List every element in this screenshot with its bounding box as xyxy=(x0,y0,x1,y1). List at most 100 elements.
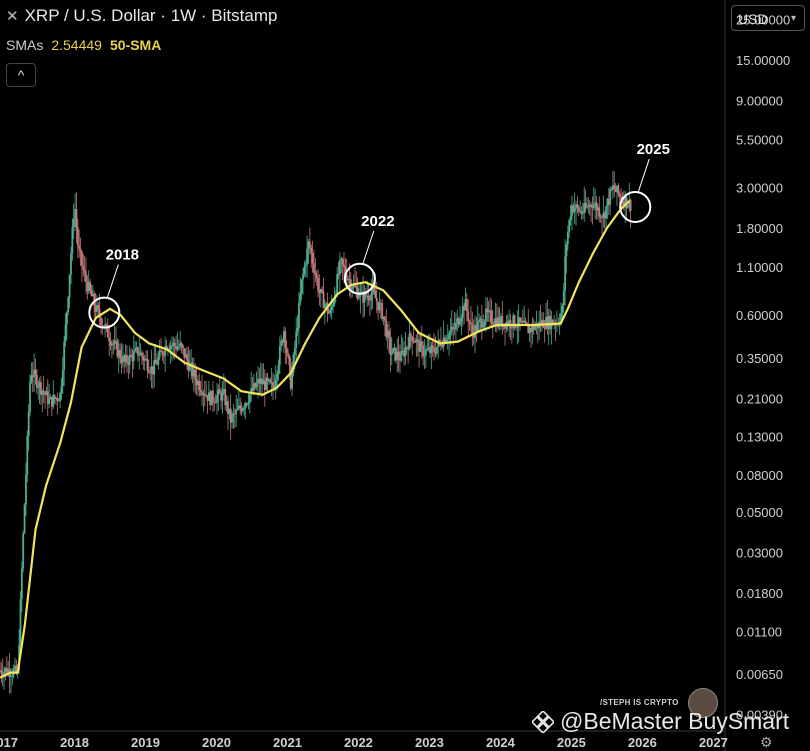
candle-body xyxy=(26,436,29,475)
candle-body xyxy=(590,204,592,207)
candle-body xyxy=(151,366,154,375)
candle-body xyxy=(224,388,227,406)
candle-body xyxy=(268,379,270,382)
candle-body xyxy=(532,324,535,330)
candle-body xyxy=(293,347,296,356)
candle-body xyxy=(265,377,268,390)
candle-body xyxy=(41,390,44,395)
candle-body xyxy=(202,393,205,396)
y-tick-label: 0.01800 xyxy=(736,586,783,601)
candle-body xyxy=(179,343,182,347)
candle-body xyxy=(270,382,273,384)
candle-body xyxy=(471,324,474,333)
candle-body xyxy=(126,354,128,363)
gear-icon[interactable]: ⚙ xyxy=(760,734,773,750)
candle-body xyxy=(119,349,122,359)
candle-body xyxy=(448,333,450,340)
candle-body xyxy=(218,389,221,394)
candle-body xyxy=(142,356,145,361)
candle-body xyxy=(168,348,171,350)
candle-body xyxy=(199,390,202,392)
sma-50-line xyxy=(0,199,631,679)
candle-body xyxy=(285,347,288,353)
candle-body xyxy=(261,378,263,385)
candle-body xyxy=(207,392,210,401)
candle-body xyxy=(173,342,176,347)
x-tick-label: 2023 xyxy=(415,735,444,750)
candle-body xyxy=(50,396,53,407)
candle-body xyxy=(120,358,123,363)
candle-body xyxy=(291,373,294,389)
currency-select[interactable]: USD ▾ xyxy=(731,5,805,31)
candle-body xyxy=(470,322,472,325)
candle-body xyxy=(315,274,318,278)
candle-body xyxy=(233,413,236,415)
candle-body xyxy=(46,391,49,405)
candle-body xyxy=(121,356,124,363)
candle-body xyxy=(74,209,76,220)
candle-body xyxy=(34,369,37,376)
candle-body xyxy=(467,311,470,322)
candle-body xyxy=(153,359,156,375)
annotation-label: 2022 xyxy=(361,213,394,230)
sma-legend[interactable]: SMAs 2.54449 50-SMA xyxy=(6,37,161,53)
candle-body xyxy=(276,374,278,380)
candle-body xyxy=(139,352,142,355)
candle-body xyxy=(483,321,486,326)
candle-body xyxy=(169,345,172,350)
candle-body xyxy=(611,185,614,189)
candle-body xyxy=(281,340,284,343)
candle-body xyxy=(360,291,363,293)
candle-body xyxy=(397,351,400,359)
candle-body xyxy=(76,227,79,246)
candle-body xyxy=(390,353,393,355)
candle-body xyxy=(14,665,16,670)
candle-body xyxy=(123,356,126,362)
close-icon[interactable]: ✕ xyxy=(6,8,19,25)
candle-body xyxy=(112,343,115,345)
candle-body xyxy=(594,202,597,205)
candle-body xyxy=(201,391,203,396)
candle-body xyxy=(362,291,364,303)
candle-body xyxy=(371,286,374,294)
y-tick-label: 0.08000 xyxy=(736,468,783,483)
candle-body xyxy=(596,207,599,211)
candle-body xyxy=(455,322,457,330)
candle-body xyxy=(569,216,572,221)
candle-body xyxy=(606,198,609,207)
candle-body xyxy=(617,185,620,194)
candle-body xyxy=(190,362,193,364)
candle-body xyxy=(283,331,285,343)
x-tick-label: 2017 xyxy=(0,735,18,750)
candle-body xyxy=(182,345,184,348)
collapse-button[interactable]: ^ xyxy=(6,63,36,87)
candle-body xyxy=(289,365,292,389)
candle-body xyxy=(487,310,490,313)
candle-body xyxy=(336,274,339,295)
candle-body xyxy=(212,390,214,402)
candle-body xyxy=(566,232,569,245)
candle-body xyxy=(23,504,26,534)
candle-body xyxy=(434,351,437,354)
candle-body xyxy=(150,366,153,373)
candle-body xyxy=(603,212,606,219)
candle-body xyxy=(30,375,33,382)
candle-body xyxy=(0,670,3,674)
candle-body xyxy=(348,279,351,281)
candle-body xyxy=(344,267,347,275)
candle-body xyxy=(599,216,602,218)
candle-body xyxy=(29,381,31,412)
y-tick-label: 1.80000 xyxy=(736,221,783,236)
candle-body xyxy=(521,321,524,323)
candle-body xyxy=(355,285,358,288)
candle-body xyxy=(311,253,314,264)
candle-body xyxy=(564,256,567,291)
candle-body xyxy=(330,306,333,311)
candle-body xyxy=(616,185,618,192)
candle-body xyxy=(358,296,360,299)
candle-body xyxy=(194,369,197,380)
candle-body xyxy=(96,305,98,312)
candle-body xyxy=(420,341,423,346)
candle-body xyxy=(251,388,254,392)
